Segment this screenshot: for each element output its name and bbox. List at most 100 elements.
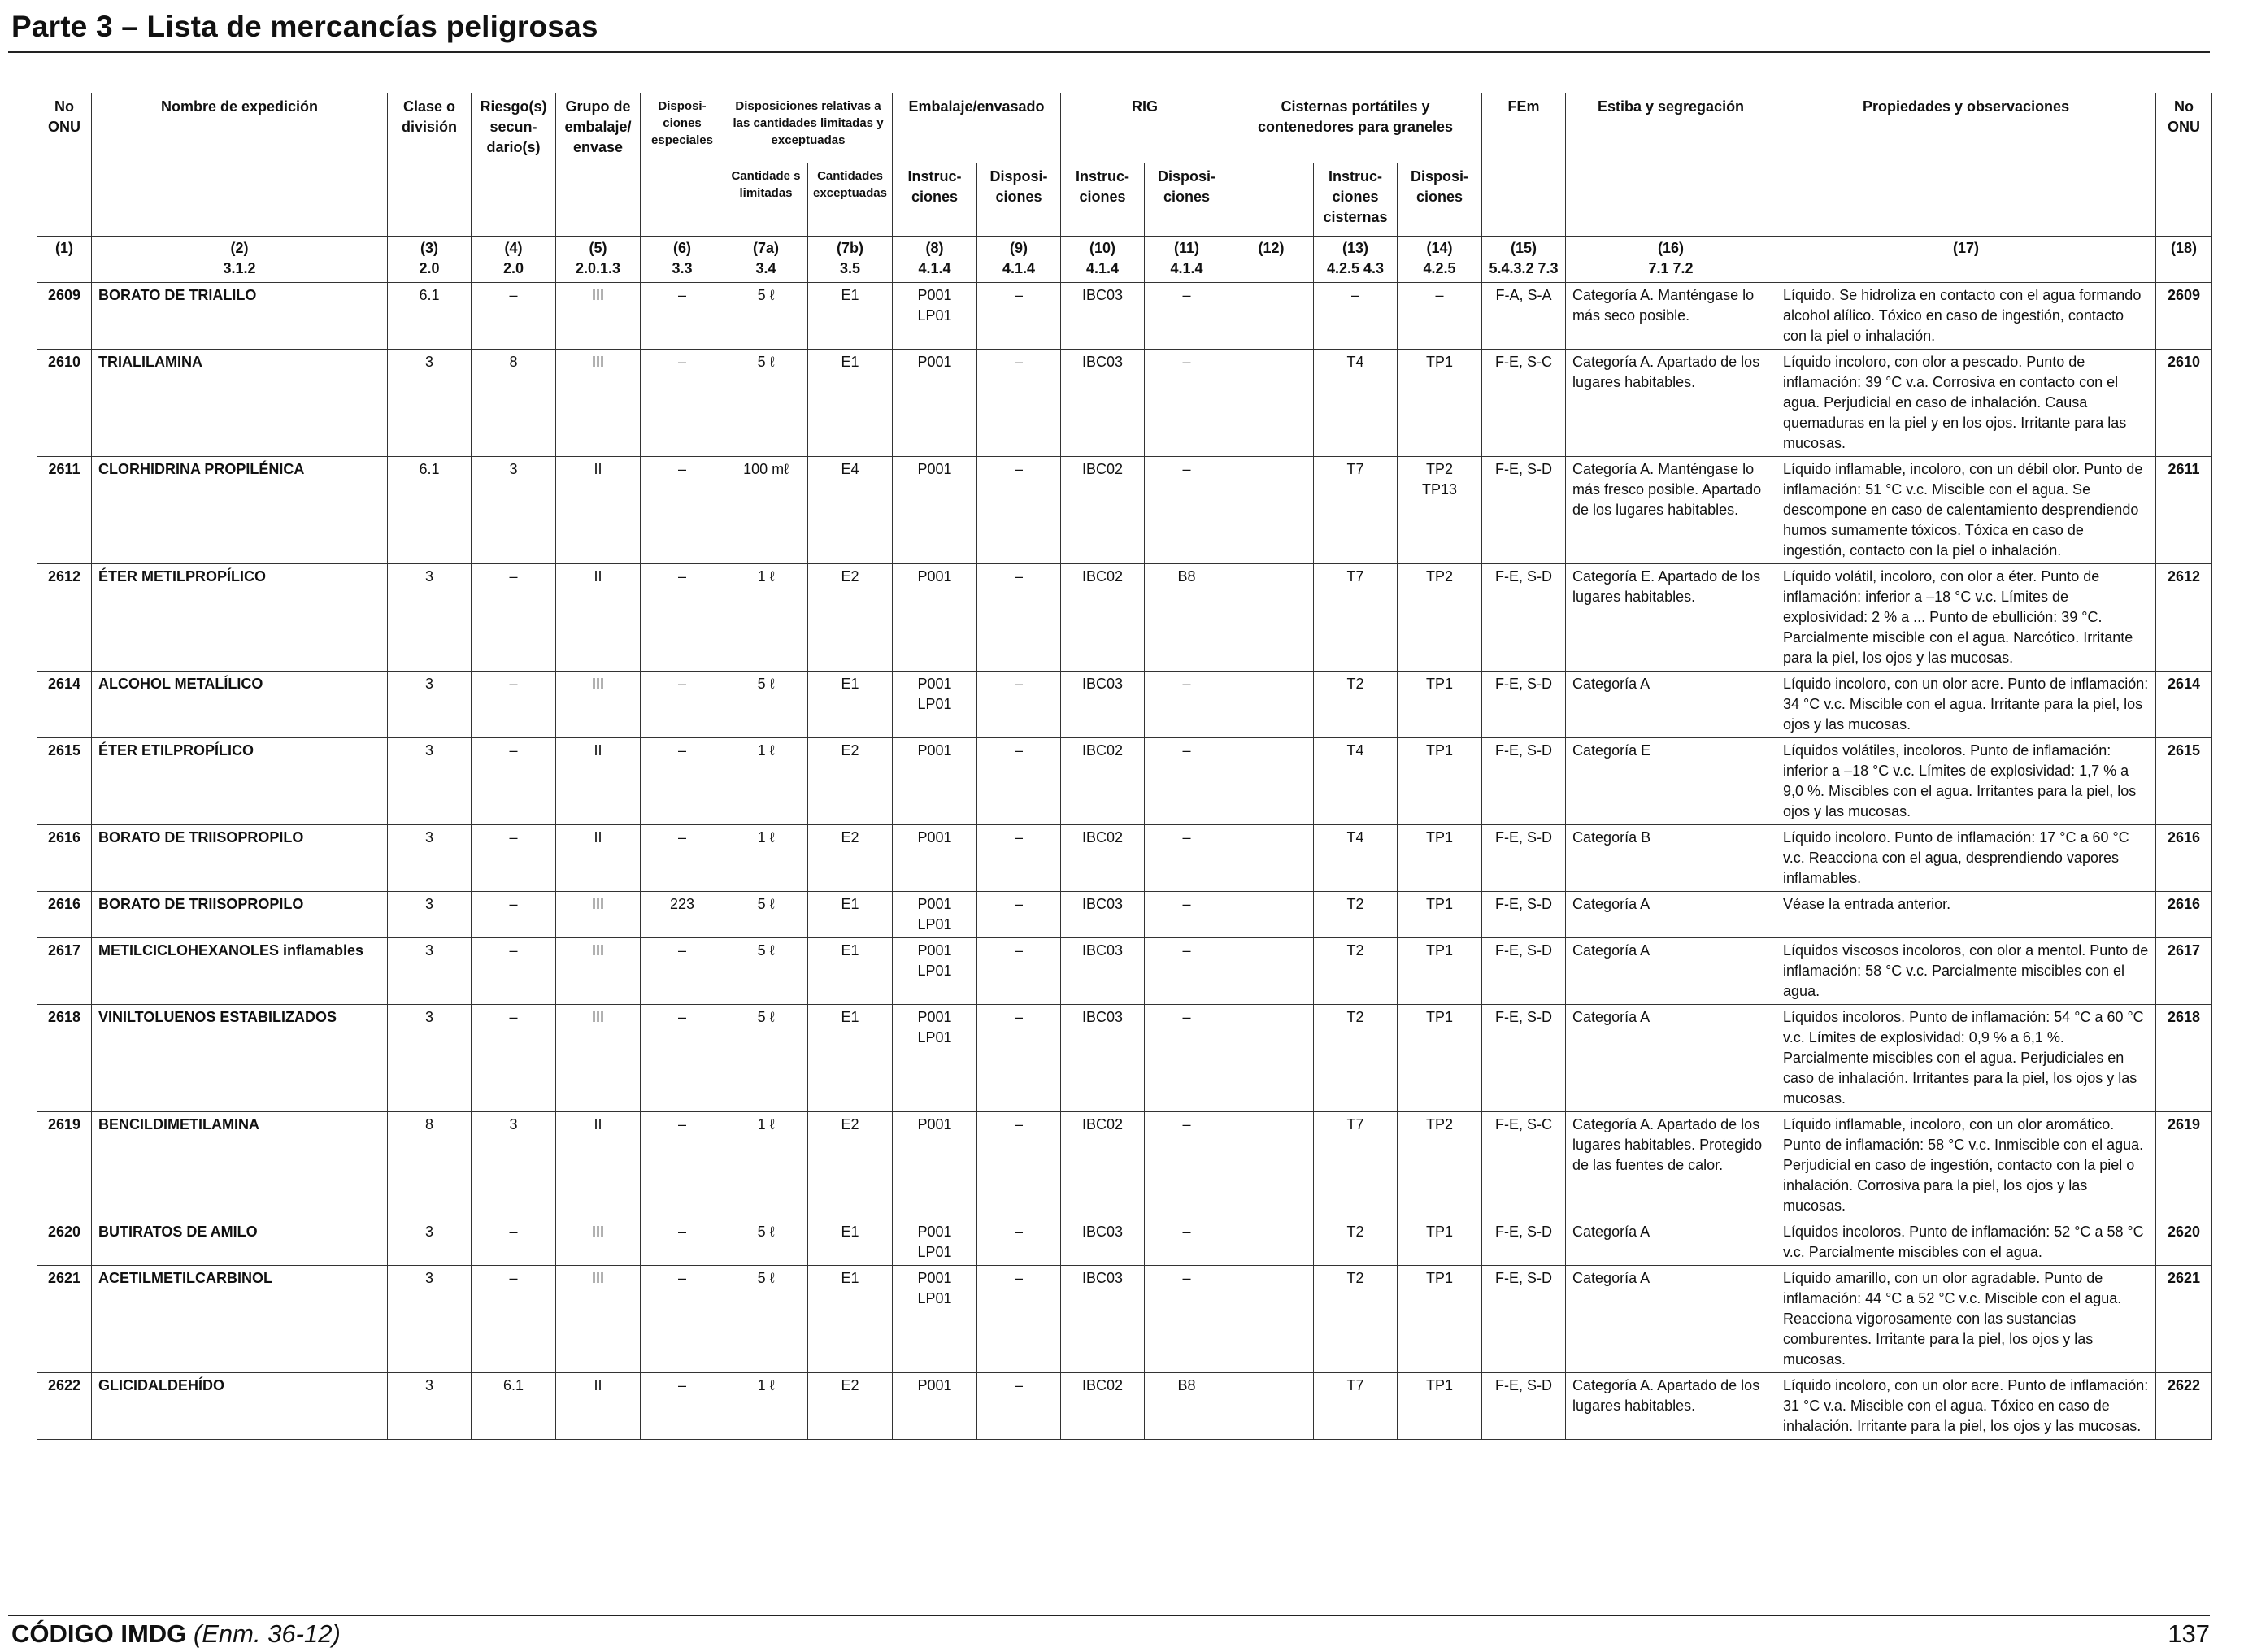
- header-embalaje-instrucciones: Instruc- ciones: [892, 163, 977, 237]
- cell-clase: 3: [387, 1004, 472, 1112]
- cell-cant-exc: E1: [807, 1265, 893, 1373]
- cell-emb-instr: P001 LP01: [892, 1004, 977, 1112]
- cell-estiba: Categoría B: [1565, 824, 1777, 892]
- cell-un: 2614: [2155, 671, 2213, 738]
- cell-clase: 3: [387, 1219, 472, 1266]
- column-number-label: (18): [2171, 240, 2198, 256]
- cell-cant-exc: E2: [807, 1111, 893, 1219]
- cell-cist-instr: T2: [1313, 1265, 1398, 1373]
- cell-cant-lim: 5 ℓ: [724, 937, 808, 1005]
- cell-rig-disp: –: [1143, 1219, 1230, 1266]
- cell-disp-esp: –: [640, 1372, 724, 1440]
- cell-cist-instr: T2: [1313, 1219, 1398, 1266]
- cell-un: 2619: [37, 1111, 92, 1219]
- cell-un: 2616: [37, 824, 92, 892]
- cell-estiba: Categoría A. Apartado de los lugares hab…: [1565, 1372, 1777, 1440]
- cell-propiedades: Líquido inflamable, incoloro, con un olo…: [1776, 1111, 2157, 1219]
- cell-riesgo: –: [471, 824, 556, 892]
- cell-emb-disp: –: [976, 349, 1061, 457]
- column-number-label: (2): [230, 240, 249, 256]
- cell-emb-disp: –: [976, 891, 1061, 938]
- cell-grupo: III: [555, 891, 641, 938]
- cell-un: 2620: [37, 1219, 92, 1266]
- cell-emb-instr: P001 LP01: [892, 671, 977, 738]
- cell-propiedades: Líquido incoloro, con un olor acre. Punt…: [1776, 671, 2157, 738]
- column-numbers-row: (1) (2) 3.1.2 (3) 2.0 (4) 2.0 (5) 2.0.1.3 (6) 3.3(…: [37, 236, 2213, 283]
- header-disposiciones-cantidades: Disposiciones relativas a las cantidades…: [724, 93, 893, 163]
- cell-fem: F-E, S-D: [1481, 456, 1567, 564]
- cell-rig-disp: –: [1143, 891, 1230, 938]
- cell-cist-instr: T7: [1313, 456, 1398, 564]
- cell-cist-disp: TP1: [1397, 937, 1483, 1005]
- column-reference: 2.0: [419, 260, 440, 276]
- column-number-label: (7a): [752, 240, 779, 256]
- column-number: (10) 4.1.4: [1060, 236, 1145, 283]
- cell-cist-instr: T2: [1313, 1004, 1398, 1112]
- cell-cist-disp: TP2: [1397, 1111, 1483, 1219]
- cell-cant-exc: E1: [807, 349, 893, 457]
- cell-emb-disp: –: [976, 282, 1061, 350]
- cell-col12: [1229, 671, 1315, 738]
- cell-disp-esp: –: [640, 1004, 724, 1112]
- cell-un: 2611: [2155, 456, 2213, 564]
- cell-rig-disp: B8: [1143, 563, 1230, 672]
- cell-disp-esp: –: [640, 563, 724, 672]
- cell-cist-disp: TP1: [1397, 1219, 1483, 1266]
- cell-col12: [1229, 1372, 1315, 1440]
- cell-disp-esp: –: [640, 671, 724, 738]
- column-number: (8) 4.1.4: [892, 236, 977, 283]
- cell-cist-disp: TP1: [1397, 1004, 1483, 1112]
- cell-cant-lim: 5 ℓ: [724, 282, 808, 350]
- cell-col12: [1229, 937, 1315, 1005]
- cell-grupo: III: [555, 1219, 641, 1266]
- column-number-label: (3): [420, 240, 438, 256]
- cell-un: 2622: [37, 1372, 92, 1440]
- column-reference: 4.1.4: [918, 260, 951, 276]
- cell-estiba: Categoría A: [1565, 671, 1777, 738]
- cell-riesgo: –: [471, 671, 556, 738]
- column-reference: 2.0: [502, 260, 524, 276]
- header-no-onu-right: No ONU: [2155, 93, 2213, 237]
- cell-name: ACETILMETILCARBINOL: [91, 1265, 388, 1373]
- cell-propiedades: Véase la entrada anterior.: [1776, 891, 2157, 938]
- dangerous-goods-table: No ONU Nombre de expedición Clase o divi…: [37, 93, 2213, 1440]
- cell-riesgo: –: [471, 1004, 556, 1112]
- header-estiba: Estiba y segregación: [1565, 93, 1777, 237]
- cell-un: 2612: [2155, 563, 2213, 672]
- cell-riesgo: –: [471, 282, 556, 350]
- cell-rig-disp: –: [1143, 1111, 1230, 1219]
- cell-name: BUTIRATOS DE AMILO: [91, 1219, 388, 1266]
- cell-estiba: Categoría A. Manténgase lo más seco posi…: [1565, 282, 1777, 350]
- column-reference: 4.1.4: [1002, 260, 1036, 276]
- table-row: 2614 ALCOHOL METALÍLICO 3– III –5 ℓ E1 P001 LP0…: [37, 671, 2213, 738]
- cell-emb-disp: –: [976, 1265, 1061, 1373]
- cell-rig-instr: IBC03: [1060, 1004, 1145, 1112]
- cell-line: P001: [917, 1224, 952, 1240]
- cell-riesgo: –: [471, 1265, 556, 1373]
- cell-cant-exc: E4: [807, 456, 893, 564]
- column-number-label: (9): [1010, 240, 1028, 256]
- column-number: (12): [1229, 236, 1315, 283]
- cell-estiba: Categoría A. Apartado de los lugares hab…: [1565, 1111, 1777, 1219]
- cell-un: 2614: [37, 671, 92, 738]
- cell-line: P001: [917, 1009, 952, 1025]
- cell-un: 2616: [2155, 891, 2213, 938]
- cell-cant-lim: 1 ℓ: [724, 1111, 808, 1219]
- cell-col12: [1229, 1111, 1315, 1219]
- cell-un: 2621: [2155, 1265, 2213, 1373]
- cell-estiba: Categoría E. Apartado de los lugares hab…: [1565, 563, 1777, 672]
- header-rule: [8, 51, 2210, 53]
- cell-clase: 3: [387, 937, 472, 1005]
- cell-name: CLORHIDRINA PROPILÉNICA: [91, 456, 388, 564]
- cell-cist-disp: TP1: [1397, 891, 1483, 938]
- footer-code-text: CÓDIGO IMDG: [11, 1619, 187, 1648]
- column-number: (11) 4.1.4: [1143, 236, 1230, 283]
- header-cisternas-disposiciones: Disposi- ciones: [1397, 163, 1483, 237]
- cell-cist-instr: T7: [1313, 563, 1398, 672]
- cell-cant-exc: E1: [807, 891, 893, 938]
- cell-un: 2622: [2155, 1372, 2213, 1440]
- cell-name: ALCOHOL METALÍLICO: [91, 671, 388, 738]
- cell-rig-instr: IBC03: [1060, 937, 1145, 1005]
- cell-cant-exc: E2: [807, 563, 893, 672]
- cell-clase: 3: [387, 1265, 472, 1373]
